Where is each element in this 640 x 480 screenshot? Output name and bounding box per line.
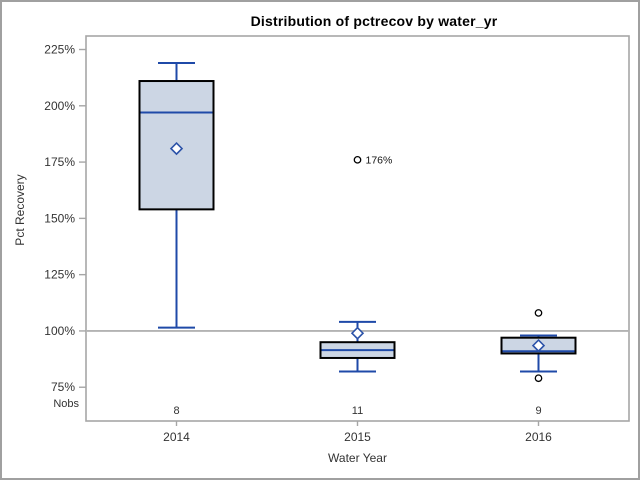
x-category-label: 2015 (344, 430, 371, 444)
nobs-value: 11 (352, 405, 363, 417)
x-axis-title: Water Year (328, 451, 387, 465)
nobs-value: 8 (173, 405, 179, 417)
outlier-marker (534, 374, 543, 383)
mean-diamond-marker (350, 326, 365, 340)
outlier-label: 176% (366, 154, 393, 166)
outlier-marker (353, 155, 362, 164)
y-tick-label: 200% (44, 99, 75, 113)
x-category-label: 2014 (163, 430, 190, 444)
outlier-marker (534, 309, 543, 317)
y-tick-label: 75% (51, 380, 75, 394)
y-tick-label: 175% (44, 155, 75, 169)
nobs-value: 9 (535, 405, 541, 417)
nobs-row-label: Nobs (53, 398, 79, 410)
y-tick-label: 150% (44, 211, 75, 225)
mean-diamond-marker (531, 338, 546, 353)
chart-title: Distribution of pctrecov by water_yr (250, 13, 498, 29)
y-tick-label: 100% (44, 324, 75, 338)
x-category-label: 2016 (525, 430, 552, 444)
mean-diamond-marker (169, 141, 184, 156)
y-tick-label: 225% (44, 43, 75, 57)
y-tick-label: 125% (44, 268, 75, 282)
